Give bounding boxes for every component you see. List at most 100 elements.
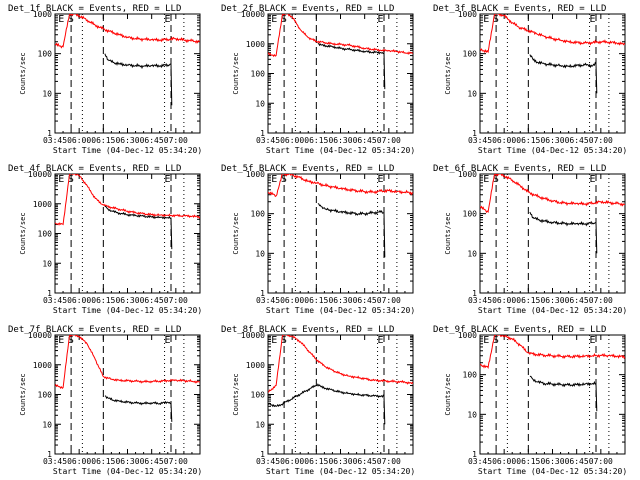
x-axis-label: Start Time (04-Dec-12 05:34:20): [266, 467, 415, 476]
series-group: [268, 174, 413, 258]
x-tick-label: 06:45: [353, 457, 377, 466]
chart-panel-5: Det_5f BLACK = Events, RED = LLD 1 10 100 10…: [221, 164, 415, 315]
series-lld: [268, 335, 413, 393]
x-tick-label: 06:15: [91, 136, 115, 145]
y-axis-label: Counts/sec: [19, 52, 27, 94]
x-tick-label: 03:45: [468, 296, 492, 305]
top-marker-label: S: [281, 174, 287, 185]
series-events: [104, 53, 173, 106]
chart-title: Det_2f BLACK = Events, RED = LLD: [221, 4, 394, 14]
top-marker-label: E: [165, 14, 171, 25]
top-marker-label: S: [68, 14, 74, 25]
y-tick-label: 100: [38, 391, 53, 400]
y-tick-label: 1000: [246, 170, 265, 179]
chart-panel-3: Det_3f BLACK = Events, RED = LLD 1 10 100 10…: [433, 4, 627, 155]
x-tick-label: 07:00: [589, 296, 613, 305]
y-tick-label: 1000: [246, 361, 265, 370]
y-tick-label: 1: [47, 450, 52, 459]
x-tick-label: 07:00: [589, 457, 613, 466]
y-tick-label: 10: [467, 89, 477, 98]
plot-frame: [267, 13, 414, 134]
chart-panel-1: Det_1f BLACK = Events, RED = LLD 1 10 100 10…: [8, 4, 202, 155]
top-marker-label: S: [281, 14, 287, 25]
x-tick-label: 07:00: [589, 136, 613, 145]
y-tick-label: 1: [47, 129, 52, 138]
x-tick-label: 06:15: [304, 296, 328, 305]
y-axis-label: Counts/sec: [232, 212, 240, 254]
x-tick-label: 06:00: [67, 136, 91, 145]
y-tick-label: 1: [260, 289, 265, 298]
y-tick-label: 1000: [458, 170, 477, 179]
series-lld: [55, 174, 200, 226]
chart-panel-4: Det_4f BLACK = Events, RED = LLD 1 10 100 10…: [8, 164, 202, 315]
y-tick-label: 1000: [458, 10, 477, 19]
x-tick-label: 03:45: [43, 136, 67, 145]
x-tick-label: 06:15: [91, 296, 115, 305]
y-tick-label: 100: [251, 70, 266, 79]
x-tick-label: 06:30: [328, 136, 352, 145]
top-marker-label: E: [483, 174, 489, 185]
x-axis-label: Start Time (04-Dec-12 05:34:20): [478, 306, 627, 315]
top-marker-label: E: [58, 14, 64, 25]
top-marker-label: E: [378, 14, 384, 25]
x-tick-label: 06:30: [115, 136, 139, 145]
y-tick-label: 100: [251, 210, 266, 219]
y-tick-label: 1: [472, 450, 477, 459]
x-axis-label: Start Time (04-Dec-12 05:34:20): [53, 306, 202, 315]
y-tick-label: 1000: [33, 361, 52, 370]
top-marker-label: S: [493, 174, 499, 185]
top-marker-label: S: [493, 335, 499, 346]
y-tick-label: 1: [47, 289, 52, 298]
series-group: [480, 174, 625, 254]
top-marker-label: E: [590, 14, 596, 25]
chart-title: Det_8f BLACK = Events, RED = LLD: [221, 325, 394, 335]
series-events: [268, 383, 386, 425]
y-tick-label: 10: [42, 420, 52, 429]
x-tick-label: 07:00: [377, 136, 401, 145]
top-marker-label: E: [58, 335, 64, 346]
series-events: [529, 211, 598, 254]
top-marker-label: S: [68, 335, 74, 346]
x-tick-label: 06:45: [565, 136, 589, 145]
chart-title: Det_5f BLACK = Events, RED = LLD: [221, 164, 394, 174]
x-axis-label: Start Time (04-Dec-12 05:34:20): [53, 146, 202, 155]
top-marker-label: E: [271, 174, 277, 185]
x-axis-label: Start Time (04-Dec-12 05:34:20): [53, 467, 202, 476]
y-tick-label: 10: [42, 89, 52, 98]
chart-title: Det_6f BLACK = Events, RED = LLD: [433, 164, 606, 174]
y-tick-label: 100: [38, 50, 53, 59]
x-tick-label: 06:00: [67, 296, 91, 305]
series-events: [529, 54, 598, 94]
x-tick-label: 06:45: [353, 296, 377, 305]
chart-title: Det_9f BLACK = Events, RED = LLD: [433, 325, 606, 335]
x-tick-label: 06:30: [115, 457, 139, 466]
x-tick-label: 06:45: [353, 136, 377, 145]
top-marker-label: E: [378, 174, 384, 185]
x-tick-label: 06:15: [516, 457, 540, 466]
y-tick-label: 100: [38, 230, 53, 239]
y-tick-label: 10: [255, 99, 265, 108]
x-tick-label: 06:45: [140, 296, 164, 305]
chart-title: Det_7f BLACK = Events, RED = LLD: [8, 325, 181, 335]
series-lld: [480, 14, 625, 54]
y-tick-label: 1: [472, 129, 477, 138]
top-marker-label: E: [378, 335, 384, 346]
x-tick-label: 03:45: [43, 457, 67, 466]
top-marker-label: S: [281, 335, 287, 346]
y-tick-label: 10000: [241, 331, 265, 340]
x-axis-label: Start Time (04-Dec-12 05:34:20): [478, 467, 627, 476]
y-tick-label: 1000: [33, 200, 52, 209]
x-tick-label: 06:15: [91, 457, 115, 466]
y-tick-label: 100: [251, 391, 266, 400]
x-tick-label: 07:00: [164, 136, 188, 145]
chart-title: Det_3f BLACK = Events, RED = LLD: [433, 4, 606, 14]
x-tick-label: 06:00: [492, 296, 516, 305]
x-axis-label: Start Time (04-Dec-12 05:34:20): [266, 306, 415, 315]
series-events: [104, 395, 173, 422]
top-marker-label: E: [271, 14, 277, 25]
series-events: [317, 203, 386, 258]
x-tick-label: 03:45: [256, 136, 280, 145]
chart-title: Det_4f BLACK = Events, RED = LLD: [8, 164, 181, 174]
plot-frame: [54, 173, 201, 294]
